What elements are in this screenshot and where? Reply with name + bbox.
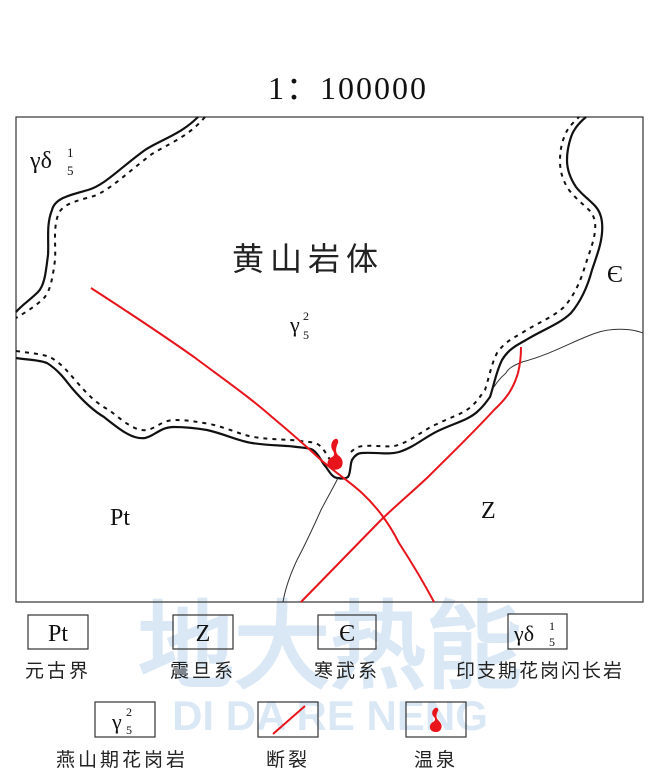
legend-symbol: γδ xyxy=(513,621,534,646)
legend-symbol: Pt xyxy=(48,621,68,647)
legend-item-proterozoic: Pt 元古界 xyxy=(25,614,91,682)
label-granite: γ xyxy=(289,312,300,337)
legend-item-cambrian: Є 寒武系 xyxy=(314,614,380,682)
label-cambrian: Є xyxy=(607,262,623,288)
legend-item-fault: 断裂 xyxy=(257,701,319,771)
label-granodiorite: γδ xyxy=(29,148,52,174)
legend-item-granodiorite: γδ 1 5 印支期花岗闪长岩 xyxy=(456,613,624,682)
legend-symbol-sub: 5 xyxy=(549,635,555,649)
legend-label: 温泉 xyxy=(414,749,458,771)
legend-symbol-sup: 1 xyxy=(549,619,555,633)
label-proterozoic: Pt xyxy=(110,505,130,531)
label-pluton-name: 黄山岩体 xyxy=(232,240,384,278)
label-sinian: Z xyxy=(481,498,496,524)
watermark: 地大热能 xyxy=(138,594,522,701)
thin-boundary-east xyxy=(493,328,644,388)
watermark-pinyin: DI DA RE NENG xyxy=(172,692,488,739)
legend-label: 震旦系 xyxy=(170,660,236,682)
legend-label: 断裂 xyxy=(266,749,310,771)
legend-label: 印支期花岗闪长岩 xyxy=(456,660,624,682)
fault-line-northeast-southwest xyxy=(300,346,522,603)
legend-item-granite: γ 2 5 燕山期花岗岩 xyxy=(56,701,188,771)
legend-label: 元古界 xyxy=(25,660,91,682)
legend-symbol: Є xyxy=(339,621,355,647)
legend-item-hot-spring: 温泉 xyxy=(405,701,467,771)
label-granodiorite-sup: 1 xyxy=(67,145,74,160)
contact-boundary-main xyxy=(15,116,604,480)
hot-spring-icon xyxy=(429,707,442,733)
map-frame xyxy=(15,116,644,603)
legend-symbol-sub: 5 xyxy=(126,723,132,737)
legend-label: 寒武系 xyxy=(314,660,380,682)
hot-spring-icon xyxy=(327,438,343,470)
legend-symbol-sup: 2 xyxy=(126,705,132,719)
map-scale: 1：100000 xyxy=(268,70,428,106)
thin-boundary-south xyxy=(282,477,339,603)
label-granite-sub: 5 xyxy=(303,328,309,342)
contact-boundary-northwest xyxy=(15,116,199,313)
contact-boundary-main-dotted xyxy=(15,116,597,462)
label-granite-sup: 2 xyxy=(303,309,309,323)
legend-symbol: Z xyxy=(196,621,211,647)
label-granodiorite-sub: 5 xyxy=(67,163,74,178)
legend-label: 燕山期花岗岩 xyxy=(56,749,188,771)
fault-line-icon xyxy=(272,705,306,735)
fault-line-northwest-southeast xyxy=(90,287,435,603)
contact-boundary-northwest-dotted xyxy=(15,116,206,319)
legend-symbol: γ xyxy=(111,709,122,734)
legend-item-sinian: Z 震旦系 xyxy=(170,614,236,682)
